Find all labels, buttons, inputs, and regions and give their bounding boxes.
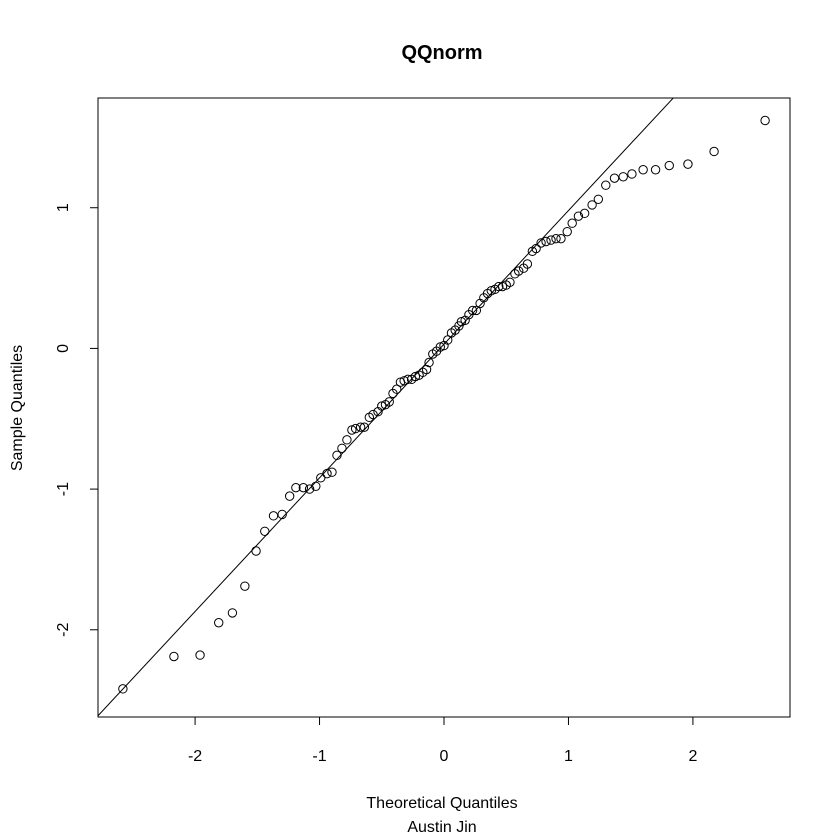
reference-line [98,98,674,717]
data-point [342,435,352,445]
data-point [760,115,770,126]
data-points [118,115,770,694]
data-point [573,211,584,221]
data-point [304,484,315,494]
data-point [609,173,620,183]
data-point [546,235,556,245]
data-point [368,409,378,420]
data-point [327,467,337,477]
data-point [556,233,566,244]
y-axis-label: Sample Quantiles [9,345,26,471]
data-point [298,482,309,493]
data-point [424,357,434,368]
data-point [421,364,432,375]
data-point [618,172,628,182]
data-point [513,266,524,276]
data-point [284,491,295,501]
data-point [277,509,287,520]
data-point [601,180,611,190]
y-tick-label: -2 [55,623,72,637]
data-point [195,650,205,660]
data-point [260,526,270,536]
data-point [227,608,238,618]
data-point [683,159,693,169]
chart-title: QQnorm [401,42,482,64]
y-tick-label: -1 [55,482,72,496]
y-axis: -2 -1 0 1 [55,203,99,637]
data-point [118,684,128,694]
data-point [467,305,478,316]
y-tick-label: 0 [55,344,72,353]
data-point [567,218,577,228]
data-point [251,546,261,556]
data-point [214,618,224,628]
chart-subtitle: Austin Jin [407,819,476,836]
data-point [562,226,572,237]
data-point [536,238,546,248]
data-point [169,651,179,662]
data-point [240,581,250,591]
data-point [494,281,504,292]
x-tick-label: 2 [688,748,697,765]
data-point [355,422,366,432]
y-tick-label: 1 [55,203,72,212]
data-point [709,146,719,157]
plot-frame [97,97,791,718]
x-tick-label: 1 [564,748,573,765]
data-point [627,169,637,179]
x-axis-label: Theoretical Quantiles [366,795,517,812]
data-point [350,423,361,434]
data-point [359,422,370,432]
data-point [316,473,326,483]
x-tick-label: -1 [312,748,326,765]
data-point [322,468,332,479]
data-point [337,443,347,453]
data-point [311,481,321,491]
data-point [531,243,541,254]
x-tick-label: 0 [440,748,449,765]
data-point [268,511,279,521]
data-point [593,194,604,204]
data-point [664,160,674,171]
data-point [522,259,533,269]
data-point [541,236,551,247]
data-point [638,165,648,175]
data-point [587,200,597,210]
data-point [332,450,342,461]
data-point [650,165,661,175]
data-point [384,397,394,407]
x-axis: -2 -1 0 1 2 [188,716,697,765]
data-point [291,482,301,493]
data-point [579,208,590,219]
x-tick-label: -2 [188,748,202,765]
data-point [505,277,515,287]
data-point [551,233,561,244]
